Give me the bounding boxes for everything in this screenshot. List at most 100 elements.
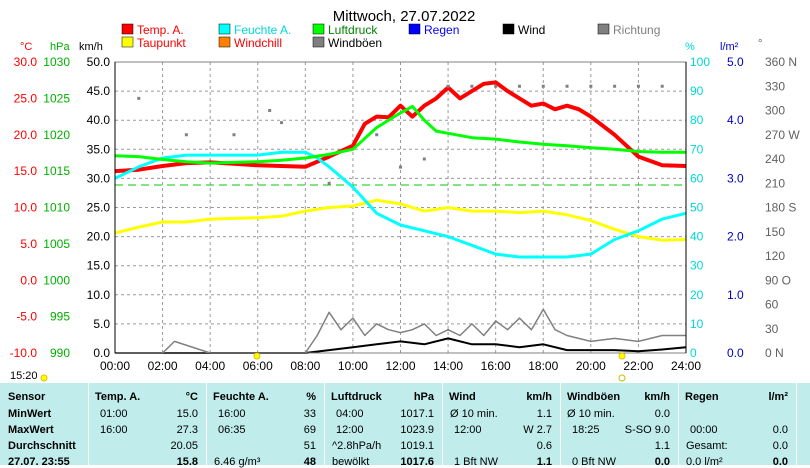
pressure-tick: 1025: [43, 91, 70, 105]
legend-label: Luftdruck: [328, 23, 378, 37]
rain-current: 0.0 l/m²: [686, 456, 723, 468]
x-tick-label: 08:00: [290, 359, 320, 373]
hdr-gust-unit: km/h: [644, 391, 670, 403]
pressure-value: 1019.1: [400, 440, 434, 452]
chart-title: Mittwoch, 27.07.2022: [333, 8, 476, 25]
direction-point: [327, 181, 331, 185]
gust-value: S-SO 9.0: [624, 424, 670, 436]
pressure-time: 12:00: [336, 424, 364, 436]
wind-value: 1.1: [536, 408, 552, 420]
direction-tick: 90 O: [765, 273, 791, 287]
legend-label: Windböen: [328, 36, 382, 50]
hdr-humidity-unit: %: [306, 391, 316, 403]
rain-tick: 1.0: [727, 288, 744, 302]
direction-point: [268, 109, 272, 112]
hdr-wind-unit: km/h: [526, 391, 552, 403]
humidity-tick: 90: [690, 84, 704, 98]
direction-tick: 210: [765, 176, 785, 190]
x-tick-label: 06:00: [243, 359, 273, 373]
direction-point: [494, 84, 498, 88]
x-tick-label: 24:00: [671, 359, 701, 373]
temp-value: 20.05: [170, 440, 198, 452]
gust-value: 0.0: [654, 456, 670, 468]
direction-point: [517, 84, 521, 88]
humidity-tick: 80: [690, 113, 704, 127]
series-luftdruck: [114, 104, 686, 165]
humidity-tick: 30: [690, 259, 704, 273]
direction-point: [470, 84, 474, 88]
direction-tick: 270 W: [765, 128, 800, 142]
pressure-time: 04:00: [336, 408, 364, 420]
humidity-tick: 50: [690, 201, 704, 215]
legend: Temp. A.Taupunkt Feuchte A.Windchill Luftd…: [121, 23, 660, 50]
gust-beaufort: 0 Bft NW: [572, 456, 617, 468]
col-gust: Windböen km/h Ø 10 min. 0.0 18:25 S-SO 9…: [560, 383, 679, 468]
pressure-trend: ^2.8hPa/h: [332, 440, 382, 452]
series-wind: [115, 337, 687, 354]
gust-value: 1.1: [654, 440, 670, 452]
hdr-wind: Wind: [449, 391, 476, 403]
x-tick-label: 22:00: [623, 359, 653, 373]
col-sensor: Sensor MinWert MaxWert Durchschnitt 27.0…: [0, 383, 89, 468]
direction-point: [660, 84, 664, 88]
sunset-marker: [618, 352, 626, 360]
legend-swatch: [597, 23, 610, 35]
legend-item: Richtung: [597, 23, 660, 37]
wind-tick: 10.0: [87, 288, 111, 302]
direction-unit: °: [758, 38, 762, 50]
legend-swatch: [121, 23, 134, 35]
direction-tick: 360 N: [765, 55, 797, 69]
legend-item: Regen: [408, 23, 459, 37]
clock-moon-marker: [618, 374, 626, 382]
humidity-value: 48: [303, 456, 316, 468]
direction-point: [375, 133, 379, 137]
series-taupunkt: [114, 198, 687, 242]
legend-swatch: [218, 36, 231, 48]
pressure-unit: hPa: [50, 41, 70, 53]
temp-time: 16:00: [100, 424, 128, 436]
x-tick-label: 10:00: [338, 359, 368, 373]
pressure-forecast: bewölkt: [332, 456, 370, 468]
hdr-rain-unit: l/m²: [768, 391, 788, 403]
hdr-rain: Regen: [685, 391, 719, 403]
rain-tick: 2.0: [727, 230, 744, 244]
temp-tick: 10.0: [14, 201, 38, 215]
direction-tick: 60: [765, 298, 779, 312]
pressure-tick: 990: [50, 346, 70, 360]
temp-value: 27.3: [176, 424, 198, 436]
pressure-value: 1023.9: [400, 424, 434, 436]
temp-tick: 0.0: [20, 273, 37, 287]
gust-value: 0.0: [654, 408, 670, 420]
col-pressure: Luftdruck hPa 04:00 1017.1 12:00 1023.9 …: [324, 383, 443, 468]
direction-tick: 120: [765, 249, 785, 263]
wind-unit: km/h: [79, 41, 103, 53]
humidity-tick: 40: [690, 230, 704, 244]
statistics-table: Sensor MinWert MaxWert Durchschnitt 27.0…: [0, 383, 810, 468]
humidity-value: 51: [303, 440, 316, 452]
legend-item: Windchill: [218, 36, 282, 50]
direction-point: [589, 84, 593, 88]
humidity-time: 16:00: [218, 408, 246, 420]
row-label: 27.07. 23:55: [8, 456, 70, 468]
direction-point: [399, 165, 402, 169]
wind-tick: 45.0: [87, 84, 111, 98]
y-axis-ticks: 30.025.020.015.010.05.00.0-5.0-10.010301…: [10, 55, 801, 360]
x-tick-label: 02:00: [148, 359, 178, 373]
temp-value: 15.8: [176, 456, 198, 468]
rain-value: 0.0: [772, 424, 788, 436]
col-rain: Regen l/m² 00:00 0.0 Gesamt: 0.0 0.0 l/m…: [678, 383, 797, 468]
hdr-sensor: Sensor: [8, 391, 46, 403]
humidity-tick: 70: [690, 142, 704, 156]
series-temp-a: [114, 80, 687, 174]
wind-tick: 25.0: [87, 201, 111, 215]
temp-tick: 30.0: [14, 55, 38, 69]
legend-swatch: [121, 36, 134, 48]
sunrise-marker: [253, 352, 261, 360]
weather-chart: Mittwoch, 27.07.2022 Temp. A.Taupunkt Feu…: [9, 8, 801, 382]
pressure-tick: 1020: [43, 128, 70, 142]
legend-swatch: [218, 23, 231, 35]
x-tick-label: 14:00: [433, 359, 463, 373]
legend-swatch: [312, 36, 325, 48]
direction-tick: 30: [765, 322, 779, 336]
wind-tick: 5.0: [93, 317, 110, 331]
